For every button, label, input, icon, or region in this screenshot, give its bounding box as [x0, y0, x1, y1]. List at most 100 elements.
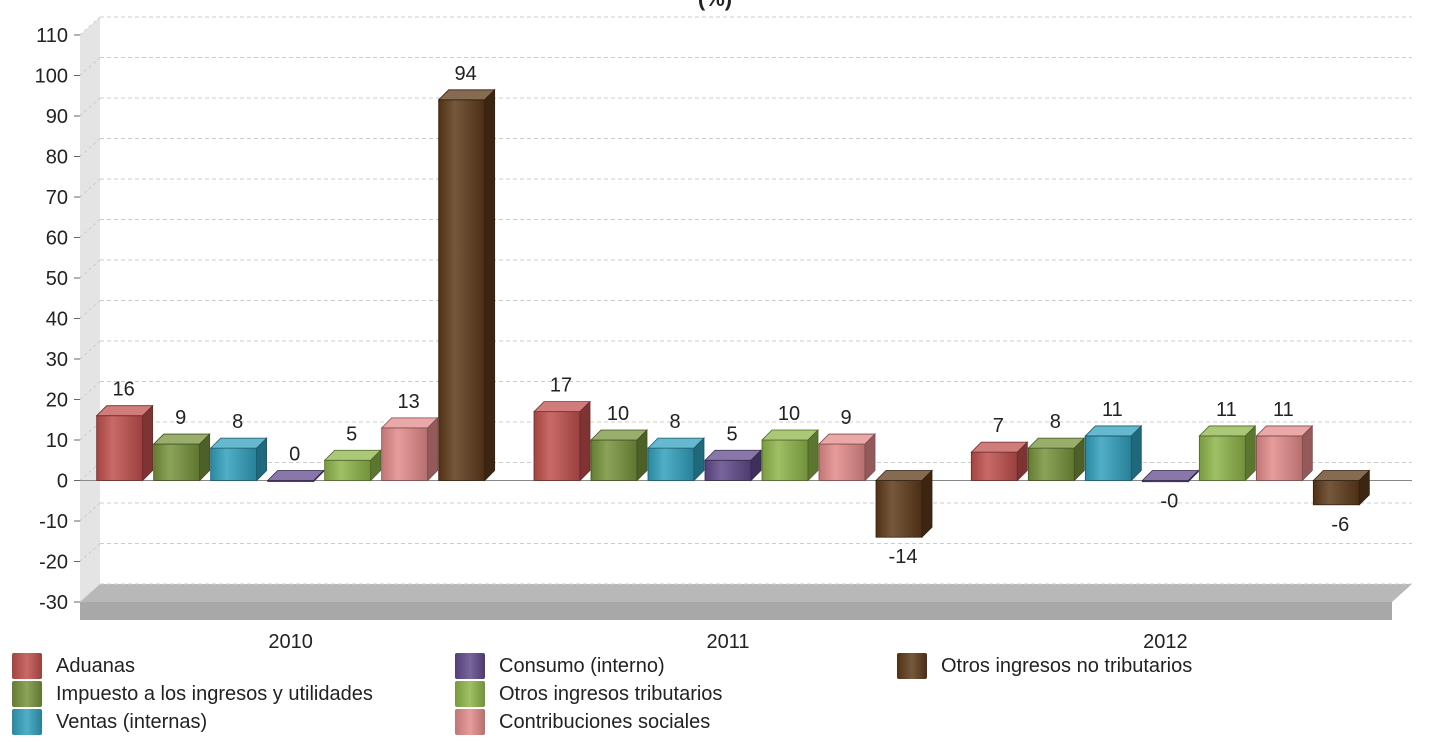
gridline-side — [79, 502, 101, 522]
y-tick-label: -30 — [39, 592, 68, 614]
x-category-label: 2011 — [706, 631, 749, 650]
x-axis: 2010 2011 2012 — [268, 631, 1187, 650]
data-label: 0 — [289, 444, 300, 466]
data-label: 5 — [346, 423, 357, 445]
data-label: 17 — [550, 375, 572, 397]
bar-side — [1358, 469, 1370, 506]
y-tick-label: 50 — [46, 268, 68, 290]
y-tick-label: 20 — [46, 390, 68, 412]
gridline-side — [79, 259, 101, 279]
data-label: 94 — [455, 63, 477, 85]
bar-side — [921, 469, 933, 539]
bar-front — [761, 439, 809, 481]
bar-side — [693, 437, 705, 482]
y-tick-label: 100 — [35, 66, 68, 88]
legend-swatch — [455, 709, 485, 735]
x-category-label: 2010 — [268, 631, 313, 650]
bar-front — [1027, 447, 1075, 481]
y-tick-label: 90 — [46, 106, 68, 128]
legend-swatch — [12, 681, 42, 707]
data-label: 10 — [778, 403, 800, 425]
legend-item: Impuesto a los ingresos y utilidades — [12, 681, 373, 707]
legend-label: Impuesto a los ingresos y utilidades — [56, 682, 373, 705]
data-label: -6 — [1331, 514, 1349, 536]
data-label: 13 — [398, 391, 420, 413]
bar — [590, 429, 648, 482]
bar-front — [875, 480, 923, 538]
y-tick-label: 70 — [46, 187, 68, 209]
gridline-side — [79, 340, 101, 360]
bar-front — [153, 443, 201, 481]
bar — [818, 433, 876, 482]
y-tick-label: 30 — [46, 349, 68, 371]
data-label: 10 — [607, 403, 629, 425]
y-tick-label: 10 — [46, 430, 68, 452]
chart-back-wall — [80, 17, 1412, 620]
bar-side — [313, 469, 325, 483]
legend-item: Aduanas — [12, 653, 135, 679]
bar-side — [1301, 424, 1313, 482]
data-labels: 16 9 8 0 5 13 94 17 10 8 5 10 9 -14 7 8 11 -0 11 11 -6 — [113, 63, 1350, 568]
bar-front — [533, 411, 581, 481]
bar-side — [1073, 437, 1085, 482]
bar — [761, 429, 819, 482]
gridline-side — [79, 543, 101, 562]
bar — [380, 416, 439, 482]
data-label: 9 — [175, 407, 186, 429]
legend-swatch — [12, 709, 42, 735]
bars-layer — [95, 88, 1371, 539]
legend-item: Otros ingresos tributarios — [455, 681, 722, 707]
bar-side — [484, 88, 496, 482]
bar — [875, 469, 933, 539]
bar — [970, 441, 1029, 482]
gridline-side — [79, 219, 101, 238]
gridlines — [79, 16, 1412, 603]
bar-front — [818, 443, 866, 481]
bar — [1141, 469, 1200, 483]
bar-front — [1312, 480, 1360, 506]
x-category-label: 2012 — [1143, 631, 1188, 650]
legend-item: Contribuciones sociales — [455, 709, 710, 735]
bar-front — [970, 451, 1018, 481]
gridline-side — [79, 421, 101, 441]
bar — [1255, 424, 1314, 482]
legend: Aduanas Impuesto a los ingresos y utilida… — [0, 650, 1430, 742]
bar-front — [381, 427, 429, 481]
bar — [1027, 437, 1086, 482]
bar — [437, 88, 496, 482]
data-label: 7 — [993, 415, 1004, 437]
data-label: 8 — [232, 411, 243, 433]
bar-front — [1255, 435, 1303, 481]
data-label: 9 — [840, 407, 851, 429]
bar — [95, 404, 154, 482]
legend-label: Otros ingresos no tributarios — [941, 654, 1193, 677]
legend-item: Ventas (internas) — [12, 709, 207, 735]
bar — [533, 400, 591, 482]
bar-side — [256, 437, 268, 482]
bar-side — [370, 449, 382, 482]
data-label: 11 — [1216, 399, 1237, 421]
bar-front — [704, 459, 752, 481]
data-label: -0 — [1160, 491, 1178, 513]
bar-side — [1244, 424, 1256, 482]
bar-side — [427, 416, 439, 482]
bar-side — [579, 400, 591, 482]
gridline-side — [79, 381, 101, 400]
bar — [266, 469, 325, 483]
legend-item: Otros ingresos no tributarios — [897, 653, 1192, 679]
bar — [209, 437, 268, 482]
bar-front — [1198, 435, 1246, 481]
bar — [1312, 469, 1371, 506]
legend-label: Aduanas — [56, 654, 135, 677]
bar — [1084, 424, 1143, 482]
bar — [647, 437, 705, 482]
bar-side — [807, 429, 819, 482]
bar-side — [750, 449, 762, 482]
data-label: 8 — [669, 411, 680, 433]
y-tick-label: 40 — [46, 309, 68, 331]
bar — [152, 433, 211, 482]
bar-side — [864, 433, 876, 482]
data-label: 16 — [113, 379, 135, 401]
bar-side — [199, 433, 211, 482]
